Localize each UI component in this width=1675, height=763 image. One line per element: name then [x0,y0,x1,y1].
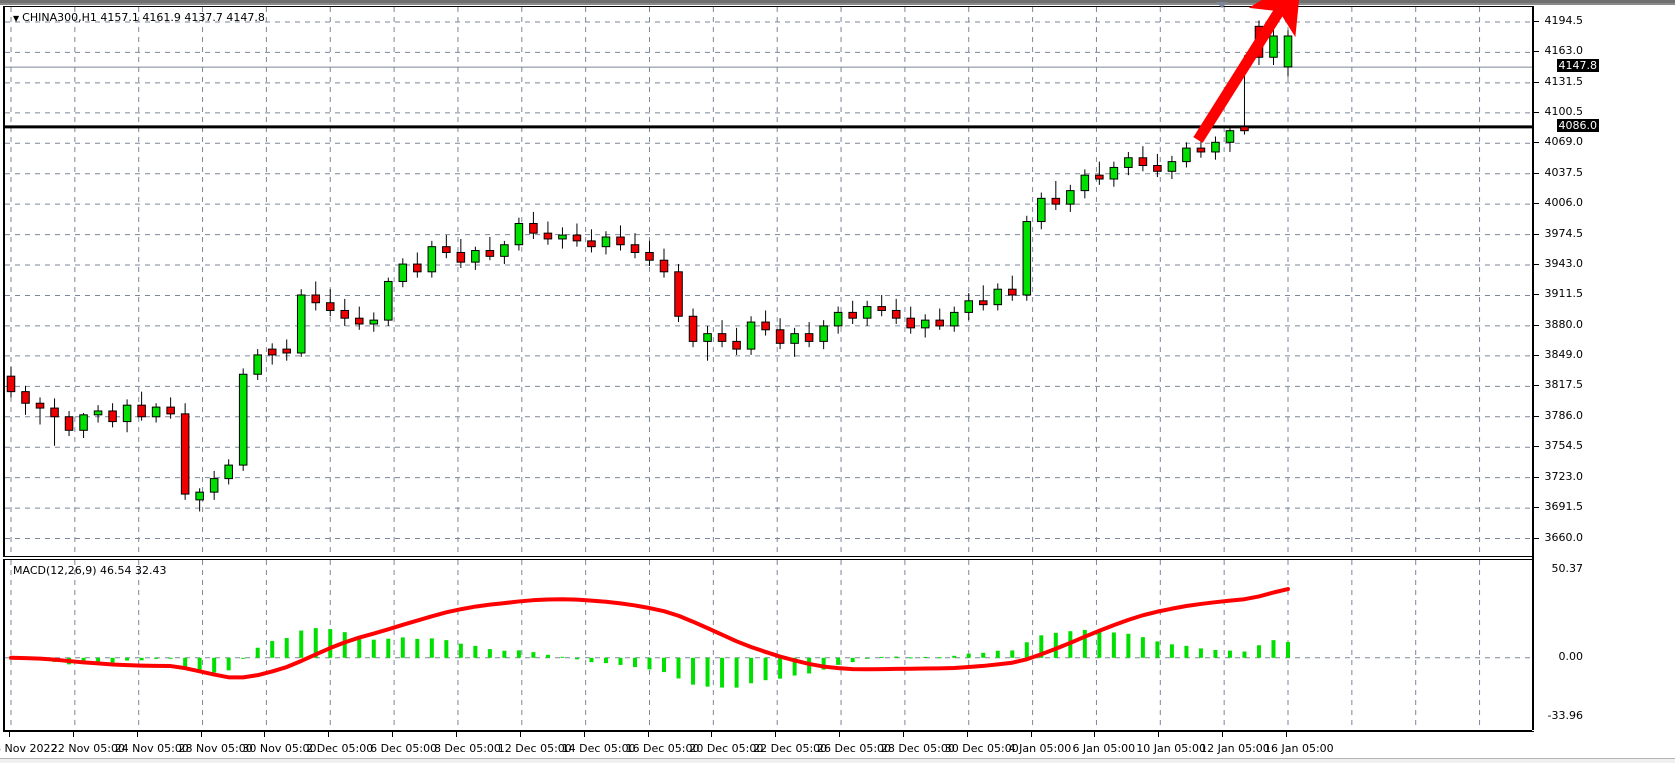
price-axis-tick: 3943.0 [1544,257,1584,271]
price-axis-tick: 3723.0 [1544,469,1584,483]
time-axis-tick: 6 Jan 05:00 [1072,742,1136,755]
price-axis-tick: 3817.5 [1544,378,1584,392]
time-axis-tick-mark [775,732,777,737]
symbol-ohlc-label: ▼ CHINA300,H1 4157.1 4161.9 4137.7 4147.8 [13,11,265,24]
time-axis-tick: 10 Jan 05:00 [1136,742,1206,755]
time-axis-tick-mark [839,732,841,737]
chevron-down-icon[interactable]: ▼ [13,13,20,23]
price-axis-tick-mark [1534,264,1539,266]
price-axis-tick-mark [1534,324,1539,326]
price-axis-tick-mark [1534,51,1539,53]
price-axis-tick: 4037.5 [1544,165,1584,179]
price-axis-tick: 3849.0 [1544,347,1584,361]
time-axis-tick-mark [966,732,968,737]
price-axis-tick-mark [1534,385,1539,387]
time-axis-tick-mark [902,732,904,737]
time-axis-tick: 22 Nov 05:00 [50,742,126,755]
price-axis-tick: 3974.5 [1544,226,1584,240]
time-axis-tick: 6 Dec 05:00 [370,742,438,755]
price-axis-tick: 3754.5 [1544,439,1584,453]
price-level-badge: 4086.0 [1556,118,1599,132]
time-axis-tick: 22 Dec 05:00 [753,742,828,755]
time-axis-tick: 26 Dec 05:00 [817,742,892,755]
window-top-bar-inner [0,0,1675,3]
price-axis-tick: 3911.5 [1544,287,1584,301]
price-axis-tick: 4100.5 [1544,104,1584,118]
time-axis-tick-mark [583,732,585,737]
time-axis-tick: 12 Dec 05:00 [497,742,572,755]
time-axis-tick: 24 Nov 05:00 [114,742,189,755]
price-axis-tick-mark [1534,142,1539,144]
time-axis-tick-mark [647,732,649,737]
price-axis-tick-mark [1534,476,1539,478]
time-axis-tick: 18 Nov 2022 [0,742,58,755]
time-axis-tick: 12 Jan 05:00 [1200,742,1270,755]
price-axis-tick-mark [1534,111,1539,113]
window-top-bar [0,0,1675,5]
time-axis-tick-mark [519,732,521,737]
time-axis-tick-mark [1222,732,1224,737]
time-axis-tick: 28 Nov 05:00 [178,742,253,755]
time-axis-tick-mark [264,732,266,737]
macd-chart-canvas [5,560,1532,729]
price-axis-tick: 4131.5 [1544,74,1584,88]
time-axis-tick: 16 Jan 05:00 [1264,742,1334,755]
price-axis-tick: 3786.0 [1544,408,1584,422]
time-axis-tick: 30 Nov 05:00 [242,742,317,755]
price-axis-tick-mark [1534,446,1539,448]
time-axis-tick-mark [200,732,202,737]
window-bottom-strip [0,758,1675,763]
time-axis-tick-mark [392,732,394,737]
price-axis-tick-mark [1534,233,1539,235]
time-axis-tick-mark [711,732,713,737]
price-axis-tick-mark [1534,20,1539,22]
time-axis-tick-mark [1286,732,1287,737]
price-axis-tick: 4163.0 [1544,44,1584,58]
time-axis-tick-mark [328,732,330,737]
macd-axis-tick: 50.37 [1551,562,1584,575]
time-axis-tick: 20 Dec 05:00 [689,742,764,755]
price-axis-tick: 3691.5 [1544,500,1584,514]
macd-indicator-label: MACD(12,26,9) 46.54 32.43 [13,564,167,577]
time-axis-tick-mark [455,732,457,737]
price-chart-pane[interactable]: ▼ CHINA300,H1 4157.1 4161.9 4137.7 4147.8 [3,6,1534,557]
time-axis-tick-mark [136,732,138,737]
current-price-badge: 4147.8 [1556,59,1599,73]
price-axis-tick-mark [1534,354,1539,356]
price-axis-tick-mark [1534,172,1539,174]
time-axis-tick: 8 Dec 05:00 [433,742,501,755]
time-axis-tick: 4 Jan 05:00 [1008,742,1072,755]
candle-series [6,16,1293,512]
macd-axis-tick: 0.00 [1558,649,1584,663]
time-axis-tick-mark [1030,732,1032,737]
price-axis-tick-mark [1534,81,1539,83]
time-axis-tick-mark [9,732,10,737]
price-axis-tick-mark [1534,537,1539,539]
time-axis-tick: 2 Dec 05:00 [306,742,374,755]
chart-scroll-marker-icon[interactable] [1216,2,1228,8]
macd-axis-tick: -33.96 [1547,709,1583,722]
symbol-ohlc-text: CHINA300,H1 4157.1 4161.9 4137.7 4147.8 [22,11,265,24]
price-axis-tick: 4194.5 [1544,13,1584,27]
price-axis-tick: 4006.0 [1544,196,1584,210]
price-axis-tick-mark [1534,294,1539,296]
price-axis-tick: 4069.0 [1544,135,1584,149]
price-axis-tick-mark [1534,415,1539,417]
time-axis-tick: 14 Dec 05:00 [561,742,636,755]
price-axis-tick-mark [1534,203,1539,205]
time-axis-tick: 16 Dec 05:00 [625,742,700,755]
time-axis-tick-mark [1094,732,1096,737]
price-axis[interactable]: 4194.5 4163.0 4131.5 4100.5 4069.0 4037.5 4006… [1532,6,1675,730]
price-axis-tick-mark [1534,507,1539,509]
price-axis-tick: 3660.0 [1544,530,1584,544]
macd-indicator-pane[interactable]: MACD(12,26,9) 46.54 32.43 [3,559,1534,732]
time-axis-tick-mark [1158,732,1160,737]
price-axis-tick: 3880.0 [1544,317,1584,331]
time-axis-tick-mark [72,732,74,737]
time-axis-tick: 28 Dec 05:00 [880,742,955,755]
price-chart-canvas [5,7,1532,554]
time-axis-tick: 30 Dec 05:00 [944,742,1019,755]
